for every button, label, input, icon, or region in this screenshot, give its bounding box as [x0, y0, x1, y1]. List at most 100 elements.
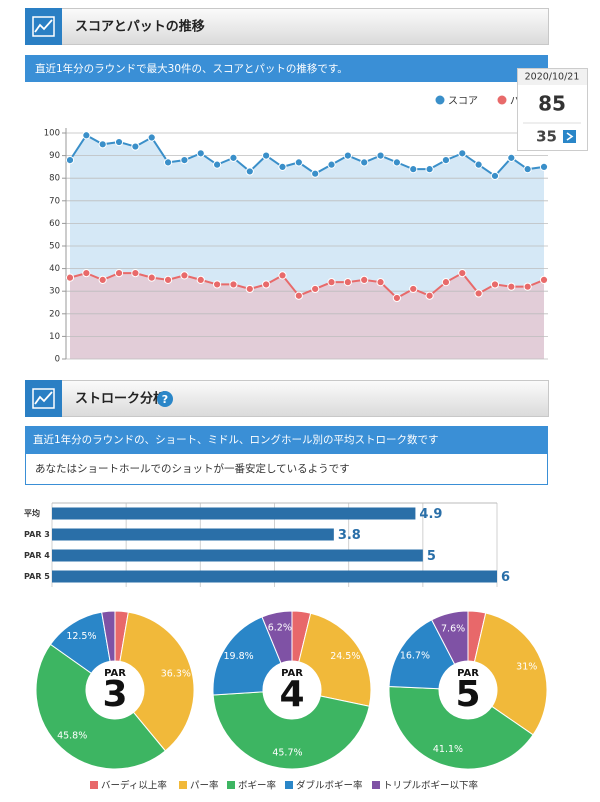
legend-label: ボギー率: [238, 780, 277, 792]
y-tick-label: 100: [44, 129, 60, 139]
value-label: 6: [501, 570, 510, 585]
data-point: [114, 137, 124, 147]
y-tick-label: 80: [49, 174, 60, 184]
icon-frame: [32, 16, 55, 37]
tooltip-header: [518, 69, 587, 85]
y-tick-label: 40: [49, 264, 60, 274]
data-point: [343, 151, 352, 160]
y-tick-label: PAR 4: [24, 551, 50, 560]
legend-marker: [372, 781, 380, 789]
y-tick-label: 50: [49, 242, 60, 252]
data-point: [539, 162, 549, 171]
donut-number: 4: [279, 674, 304, 715]
bar: [52, 507, 416, 520]
data-point: [294, 291, 303, 300]
section-title: スコアとパットの推移: [75, 19, 205, 35]
value-label: 3.8: [338, 528, 361, 543]
y-tick-label: PAR 5: [24, 572, 50, 581]
donut-hole: [86, 661, 144, 719]
help-icon-glyph[interactable]: ?: [162, 393, 168, 406]
legend-marker: [179, 781, 187, 789]
value-label: 31%: [516, 662, 537, 673]
tooltip-value: 85: [538, 92, 566, 116]
data-point: [196, 149, 205, 158]
data-point: [490, 171, 500, 181]
data-point: [392, 293, 401, 303]
legend-marker: [90, 781, 98, 789]
data-point: [82, 269, 91, 278]
data-point: [507, 282, 516, 291]
data-point: [311, 169, 320, 178]
data-point: [327, 278, 336, 287]
y-tick-label: 20: [49, 309, 60, 319]
tooltip-button[interactable]: [563, 130, 576, 143]
icon-frame: [32, 388, 55, 409]
section-icon: [25, 380, 62, 417]
legend-label: パー率: [190, 780, 219, 792]
legend-label: トリプルボギー以下率: [383, 780, 479, 792]
data-point: [180, 156, 189, 165]
tooltip-value: 35: [536, 128, 557, 146]
data-point: [441, 278, 451, 287]
data-point: [245, 167, 254, 176]
value-label: 19.8%: [224, 651, 254, 662]
data-point: [343, 278, 352, 287]
value-label: 24.5%: [330, 651, 360, 662]
data-point: [474, 160, 483, 169]
data-point: [458, 149, 467, 158]
data-point: [98, 140, 107, 149]
data-point: [490, 280, 500, 289]
y-tick-label: 30: [49, 287, 60, 297]
legend-marker: [227, 781, 235, 789]
data-point: [229, 280, 238, 289]
data-point: [278, 271, 287, 280]
data-point: [131, 142, 140, 151]
value-label: 36.3%: [161, 668, 191, 679]
section-header: [25, 380, 549, 417]
data-point: [474, 289, 483, 298]
data-point: [507, 153, 516, 162]
value-label: 12.5%: [66, 631, 96, 642]
value-label: 16.7%: [400, 651, 430, 662]
section-message: あなたはショートホールでのショットが一番安定しているようです: [35, 462, 350, 475]
data-point: [180, 271, 189, 280]
data-point: [82, 131, 91, 140]
data-point: [311, 284, 320, 294]
data-point: [213, 280, 222, 289]
section-title: ストローク分析: [75, 391, 166, 407]
data-point: [425, 165, 434, 174]
bar: [52, 570, 497, 583]
data-point: [523, 282, 532, 291]
value-label: 5: [427, 549, 436, 564]
data-point: [147, 273, 156, 282]
data-point: [245, 284, 254, 294]
legend-label: ダブルボギー率: [296, 780, 363, 792]
data-point: [114, 269, 124, 278]
data-point: [147, 133, 156, 142]
donut-hole: [439, 661, 497, 719]
data-point: [98, 275, 107, 284]
data-point: [278, 162, 287, 171]
value-label: 4.9: [419, 507, 442, 522]
data-point: [409, 165, 418, 174]
donut-title: PAR: [104, 668, 126, 679]
data-point: [65, 273, 75, 282]
value-label: 6.2%: [268, 623, 292, 634]
legend-marker: [435, 95, 445, 105]
data-point: [409, 284, 418, 294]
icon-line: [34, 19, 53, 33]
data-point: [131, 269, 140, 278]
message-box: [25, 453, 548, 485]
tooltip-date: 2020/10/21: [525, 72, 580, 83]
value-label: 7.6%: [441, 623, 465, 634]
donut-title: PAR: [457, 668, 479, 679]
data-point: [360, 158, 369, 167]
value-label: 45.7%: [272, 747, 302, 758]
legend-marker: [497, 95, 507, 105]
donut-number: 5: [455, 674, 480, 715]
data-point: [441, 156, 451, 165]
help-icon[interactable]: [157, 391, 173, 407]
description-band: [25, 426, 548, 453]
tooltip-button-arrow: [566, 132, 574, 141]
